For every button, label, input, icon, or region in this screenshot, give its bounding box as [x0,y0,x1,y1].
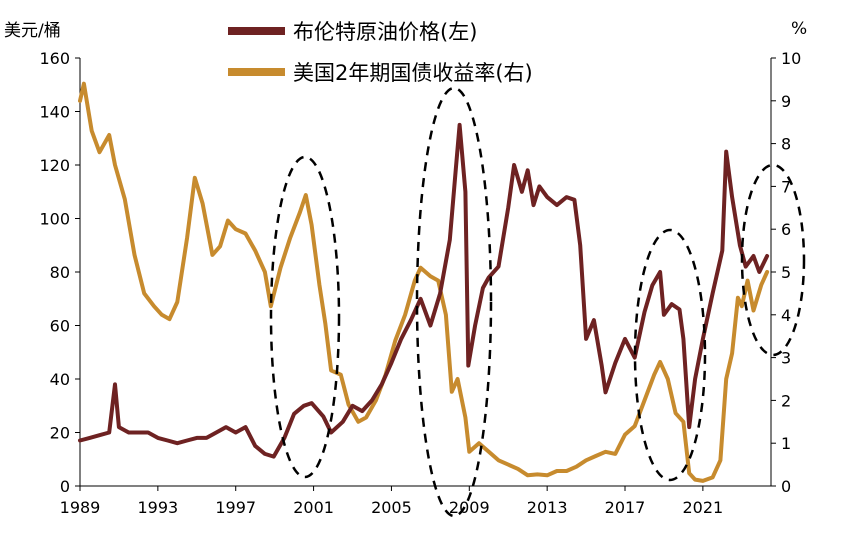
y-left-tick-label: 40 [50,370,70,389]
ticks-layer: 0 20 40 60 80 100 120 140 160 0 1 2 3 4 5 6 7 8 9 10 1989 199… [39,49,801,517]
legend: 布伦特原油价格(左) 美国2年期国债收益率(右) [228,20,533,85]
series-line-brent [78,122,770,459]
y-right-tick-label: 10 [781,49,801,68]
y-left-tick-label: 120 [39,156,70,175]
y-right-tick-label: 4 [781,306,791,325]
legend-label-ust2y: 美国2年期国债收益率(右) [293,61,533,85]
x-tick-label: 2001 [293,498,334,517]
right-axis-unit: % [791,19,807,39]
x-tick-label: 1997 [215,498,256,517]
y-right-tick-label: 1 [781,434,791,453]
y-left-tick-label: 80 [50,263,70,282]
y-right-tick-label: 6 [781,220,791,239]
y-right-tick-label: 8 [781,135,791,154]
highlight-ellipse-2023 [740,163,806,357]
x-tick-label: 2021 [683,498,724,517]
legend-label-brent: 布伦特原油价格(左) [293,20,477,44]
y-right-tick-label: 2 [781,391,791,410]
y-left-tick-label: 100 [39,210,70,229]
x-tick-label: 2009 [449,498,490,517]
left-axis-unit: 美元/桶 [4,21,61,41]
y-right-tick-label: 7 [781,177,791,196]
y-right-tick-label: 9 [781,92,791,111]
series-line-ust2y [78,81,770,483]
y-left-tick-label: 140 [39,103,70,122]
y-left-tick-label: 60 [50,317,70,336]
x-tick-label: 1989 [60,498,101,517]
highlight-ellipse-2008 [415,86,493,518]
x-tick-label: 2013 [527,498,568,517]
y-left-tick-label: 0 [60,477,70,496]
y-right-tick-label: 3 [781,349,791,368]
y-left-tick-label: 160 [39,49,70,68]
highlight-ellipse-2000 [269,155,341,479]
x-tick-label: 2017 [605,498,646,517]
y-right-tick-label: 5 [781,263,791,282]
y-left-tick-label: 20 [50,424,70,443]
highlight-ellipses [269,86,806,518]
highlight-ellipse-2018 [633,228,707,482]
x-tick-label: 1993 [137,498,178,517]
series-layer [78,81,770,483]
y-right-tick-label: 0 [781,477,791,496]
x-tick-label: 2005 [371,498,412,517]
